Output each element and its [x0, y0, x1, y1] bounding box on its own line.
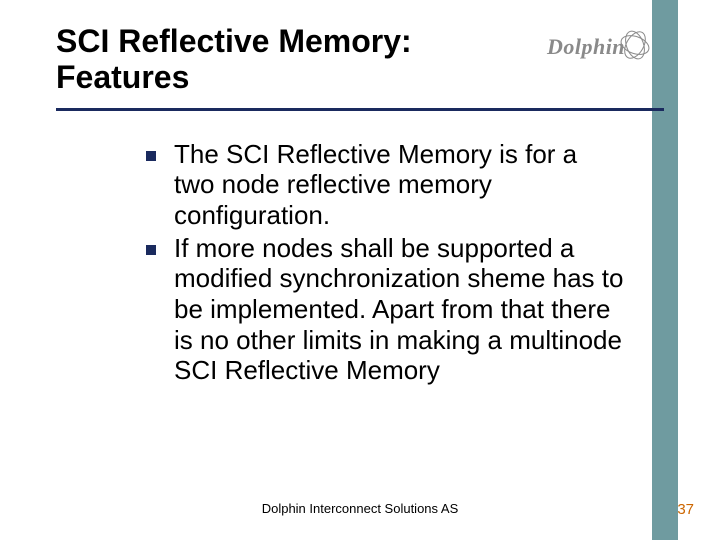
bullet-marker-icon — [146, 151, 156, 161]
bullet-list: The SCI Reflective Memory is for a two n… — [56, 139, 664, 386]
slide-header: SCI Reflective Memory: Features Dolphin — [56, 24, 664, 111]
dolphin-logo-icon — [618, 28, 652, 62]
bullet-text: The SCI Reflective Memory is for a two n… — [174, 139, 624, 231]
bullet-marker-icon — [146, 245, 156, 255]
dolphin-logo-text: Dolphin — [547, 34, 625, 59]
list-item: If more nodes shall be supported a modif… — [146, 233, 624, 386]
bullet-text: If more nodes shall be supported a modif… — [174, 233, 624, 386]
page-number: 37 — [677, 501, 694, 518]
dolphin-logo: Dolphin — [526, 34, 646, 60]
slide: SCI Reflective Memory: Features Dolphin … — [0, 0, 720, 540]
slide-title: SCI Reflective Memory: Features — [56, 24, 486, 96]
header-divider — [56, 108, 664, 111]
list-item: The SCI Reflective Memory is for a two n… — [146, 139, 624, 231]
footer-text: Dolphin Interconnect Solutions AS — [0, 501, 720, 516]
